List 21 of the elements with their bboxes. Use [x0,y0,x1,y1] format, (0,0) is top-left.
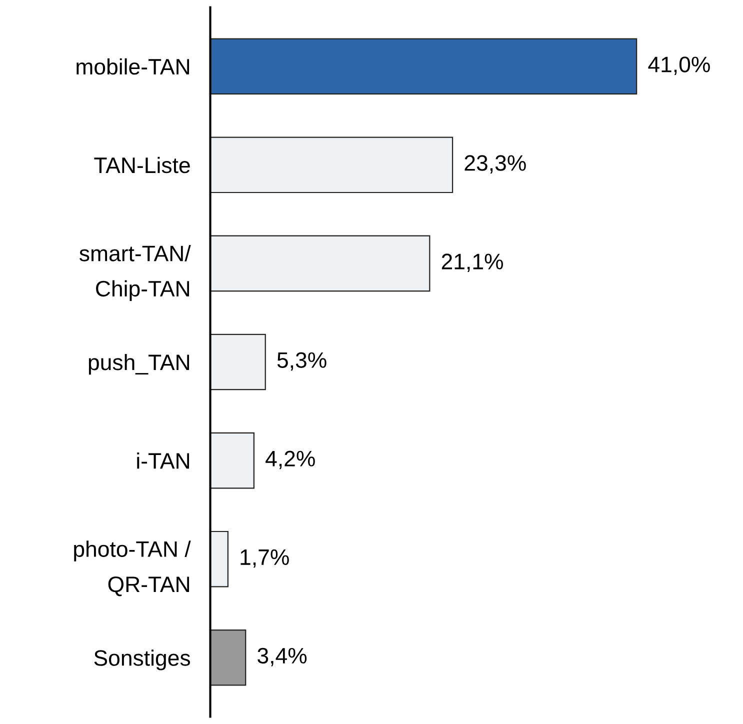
data-label: 5,3% [277,352,326,371]
bar [210,38,638,95]
bar [210,235,430,292]
bar [210,432,254,489]
data-label: 23,3% [464,155,526,174]
y-tick-label: push_TAN [88,354,190,375]
y-tick-label: Sonstiges [94,650,190,670]
data-label: 4,2% [266,450,315,470]
y-tick-label: smart-TAN/ Chip-TAN [80,245,191,301]
bar [210,530,228,588]
y-tick-label: i-TAN [137,452,190,469]
data-label: 1,7% [240,549,289,568]
data-label: 3,4% [258,648,307,666]
bar [210,629,246,686]
y-tick-label: mobile-TAN [76,58,190,75]
bar [210,136,454,194]
y-tick-label: TAN-Liste [94,156,190,174]
bar [210,334,266,390]
data-label: 21,1% [442,254,503,272]
data-label: 41,0% [648,56,710,75]
y-tick-label: photo-TAN / QR-TAN [74,540,191,596]
